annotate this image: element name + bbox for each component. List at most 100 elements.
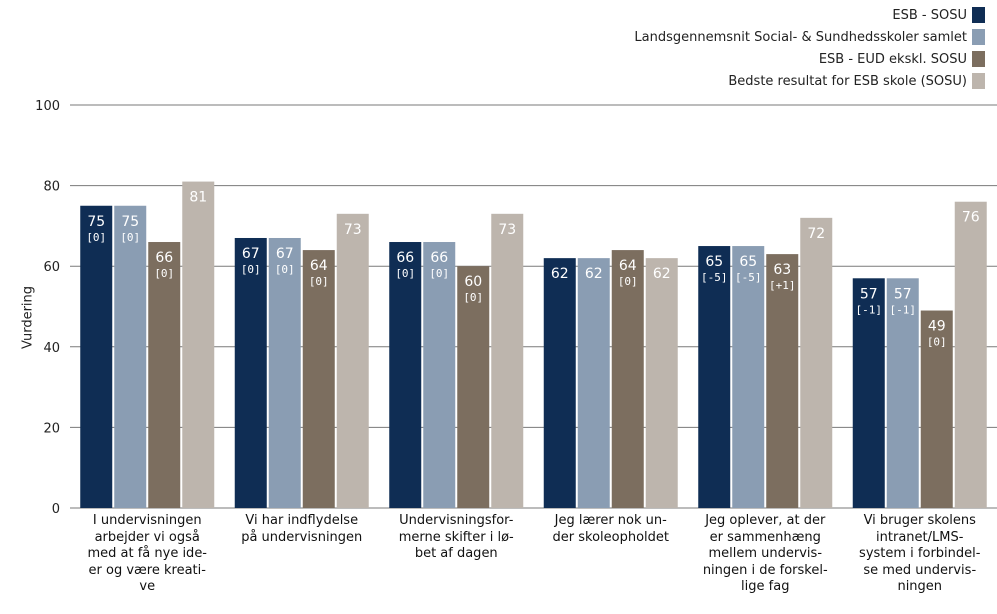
- bar: [80, 205, 113, 508]
- bar: [886, 278, 919, 508]
- change-label: [0]: [429, 267, 449, 280]
- data-label: 60: [464, 274, 482, 290]
- change-label: [0]: [154, 267, 174, 280]
- change-label: [-1]: [890, 303, 917, 316]
- data-label: 81: [189, 190, 207, 206]
- x-tick-label-line: på undervisningen: [241, 529, 363, 545]
- bar: [543, 258, 576, 508]
- y-tick-label: 80: [43, 180, 60, 195]
- bar: [611, 250, 644, 508]
- bar: [954, 201, 987, 508]
- change-label: [0]: [927, 336, 947, 349]
- data-label: 76: [962, 210, 980, 226]
- x-tick-label-line: er sammenhæng: [709, 529, 821, 545]
- bar: [766, 254, 799, 508]
- bar: [268, 237, 301, 509]
- bar: [577, 258, 610, 508]
- bar: [645, 258, 678, 508]
- x-tick-label-line: er og være kreati-: [88, 562, 206, 578]
- data-label: 75: [121, 214, 139, 230]
- bar: [491, 213, 524, 508]
- x-tick-label-line: lige fag: [741, 579, 790, 594]
- bar: [182, 181, 215, 508]
- data-label: 62: [585, 266, 603, 282]
- x-tick-label: Vi bruger skolens intranet/LMS-system i f…: [850, 513, 990, 596]
- bar: [234, 237, 267, 509]
- legend-item: ESB - SOSU: [385, 4, 985, 26]
- data-label: 67: [242, 246, 260, 262]
- x-tick-label: Jeg lærer nok un-der skoleopholdet: [541, 513, 681, 546]
- change-label: [0]: [395, 267, 415, 280]
- legend-swatch: [972, 73, 985, 89]
- data-label: 72: [807, 226, 825, 242]
- change-label: [-5]: [735, 271, 762, 284]
- x-tick-label-line: merne skifter i lø-: [398, 529, 514, 545]
- legend-item: ESB - EUD ekskl. SOSU: [385, 48, 985, 70]
- bar: [732, 246, 765, 509]
- change-label: [0]: [86, 231, 106, 244]
- bar: [423, 242, 456, 508]
- legend-swatch: [972, 51, 985, 67]
- bar: [336, 213, 369, 508]
- change-label: [-5]: [701, 271, 728, 284]
- bar: [302, 250, 335, 508]
- y-tick-label: 40: [43, 341, 60, 356]
- data-label: 73: [498, 222, 516, 238]
- bar: [457, 266, 490, 508]
- data-label: 66: [430, 250, 448, 266]
- bar: [852, 278, 885, 508]
- data-label: 73: [344, 222, 362, 238]
- change-label: [0]: [618, 275, 638, 288]
- data-label: 75: [87, 214, 105, 230]
- x-tick-label-line: system i forbindel-: [859, 546, 981, 561]
- y-tick-label: 0: [52, 502, 60, 517]
- x-tick-label-line: der skoleopholdet: [552, 529, 670, 545]
- x-tick-label-line: ve: [139, 579, 156, 594]
- x-tick-label-line: Vi bruger skolens: [863, 513, 976, 528]
- x-tick-label-line: Vi har indflydelse: [245, 513, 359, 528]
- bar: [920, 310, 953, 508]
- data-label: 63: [773, 262, 791, 278]
- legend-item: Landsgennemsnit Social- & Sundhedsskoler…: [385, 26, 985, 48]
- data-label: 62: [653, 266, 671, 282]
- x-tick-label-line: med at få nye ide-: [87, 546, 208, 561]
- legend-label: Landsgennemsnit Social- & Sundhedsskoler…: [634, 29, 967, 45]
- bar: [389, 242, 422, 508]
- y-tick-label: 20: [43, 421, 60, 436]
- legend-swatch: [972, 7, 985, 23]
- x-tick-label-line: Undervisningsfor-: [399, 513, 514, 528]
- bar: [114, 205, 147, 508]
- data-label: 57: [860, 286, 878, 302]
- data-label: 65: [739, 254, 757, 270]
- x-tick-label-line: I undervisningen: [92, 513, 202, 528]
- change-label: [0]: [241, 263, 261, 276]
- x-tick-label: Vi har indflydelse på undervisningen: [232, 513, 372, 546]
- y-tick-label: 100: [35, 99, 60, 114]
- change-label: [+1]: [769, 279, 796, 292]
- data-label: 65: [705, 254, 723, 270]
- bar: [148, 242, 181, 508]
- change-label: [0]: [120, 231, 140, 244]
- legend-label: Bedste resultat for ESB skole (SOSU): [728, 73, 967, 89]
- data-label: 62: [551, 266, 569, 282]
- change-label: [0]: [463, 291, 483, 304]
- x-tick-label-line: Jeg lærer nok un-: [554, 513, 667, 528]
- x-tick-label-line: Jeg oplever, at der: [705, 513, 826, 528]
- change-label: [0]: [275, 263, 295, 276]
- x-tick-label: Undervisningsfor-merne skifter i lø-bet …: [386, 513, 526, 563]
- data-label: 64: [619, 258, 637, 274]
- data-label: 57: [894, 286, 912, 302]
- data-label: 64: [310, 258, 328, 274]
- data-label: 67: [276, 246, 294, 262]
- x-tick-label-line: ningen i de forskel-: [702, 562, 828, 578]
- x-tick-label-line: arbejder vi også: [94, 529, 200, 545]
- legend: ESB - SOSU Landsgennemsnit Social- & Sun…: [385, 4, 985, 92]
- x-tick-label: Jeg oplever, at der er sammenhæng mellem u…: [695, 513, 835, 596]
- data-label: 66: [396, 250, 414, 266]
- change-label: [0]: [309, 275, 329, 288]
- change-label: [-1]: [856, 303, 883, 316]
- x-tick-label-line: se med undervis-: [863, 562, 977, 578]
- legend-label: ESB - SOSU: [892, 7, 967, 23]
- legend-label: ESB - EUD ekskl. SOSU: [818, 51, 967, 67]
